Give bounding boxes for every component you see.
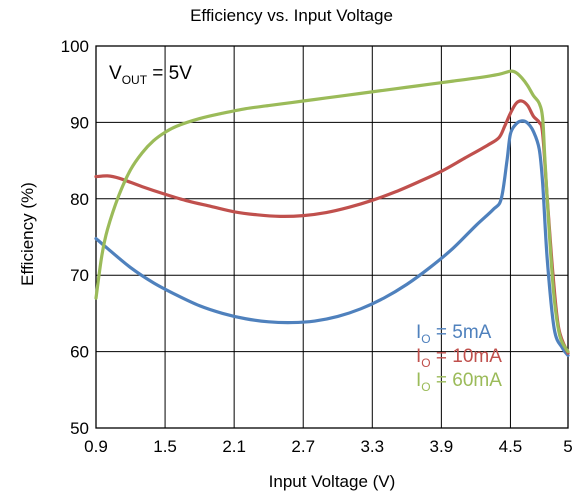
legend-60ma-main: I — [416, 370, 422, 391]
y-tick-label: 60 — [70, 343, 89, 362]
y-tick-label: 80 — [70, 190, 89, 209]
y-tick-label: 50 — [70, 419, 89, 438]
legend-10ma-rest: = 10mA — [430, 346, 502, 367]
series-line-5ma — [94, 119, 570, 358]
x-tick-label: 1.5 — [153, 437, 177, 456]
series-line-10ma — [94, 99, 570, 355]
legend-5ma-main: I — [416, 322, 422, 343]
vout-annotation: VOUT = 5V — [109, 63, 192, 87]
legend-5ma-sub: O — [421, 331, 431, 346]
legend-10ma-main: I — [416, 346, 422, 367]
y-tick-label: 90 — [70, 113, 89, 132]
legend-60ma-rest: = 60mA — [430, 370, 502, 391]
y-tick-label: 100 — [61, 37, 89, 56]
vout-annotation-sub: OUT — [121, 72, 148, 87]
x-axis-label: Input Voltage (V) — [268, 472, 396, 491]
legend-10ma-sub: O — [421, 355, 431, 370]
x-tick-label: 3.9 — [430, 437, 454, 456]
series-lines — [94, 69, 570, 358]
x-tick-label: 5 — [563, 437, 572, 456]
x-tick-label: 2.7 — [291, 437, 315, 456]
legend-entry-5ma: IO = 5mA — [416, 322, 491, 350]
x-tick-label: 3.3 — [360, 437, 384, 456]
x-tick-label: 4.5 — [499, 437, 523, 456]
legend-60ma-sub: O — [421, 379, 431, 394]
tick-labels: 0.9 1.5 2.1 2.7 3.3 3.9 4.5 5 50 60 70 80 90 100 — [61, 37, 573, 456]
vout-annotation-main: V — [109, 63, 122, 84]
legend-5ma-rest: = 5mA — [430, 322, 492, 343]
legend-entry-10ma: IO = 10mA — [416, 346, 502, 374]
series-line-60ma — [94, 69, 570, 354]
chart-title: Efficiency vs. Input Voltage — [190, 6, 393, 25]
legend-entry-60ma: IO = 60mA — [416, 370, 502, 398]
vout-annotation-rest: = 5V — [147, 63, 192, 84]
x-tick-label: 2.1 — [222, 437, 246, 456]
y-tick-label: 70 — [70, 266, 89, 285]
y-axis-label: Efficiency (%) — [18, 182, 37, 286]
x-tick-label: 0.9 — [84, 437, 108, 456]
